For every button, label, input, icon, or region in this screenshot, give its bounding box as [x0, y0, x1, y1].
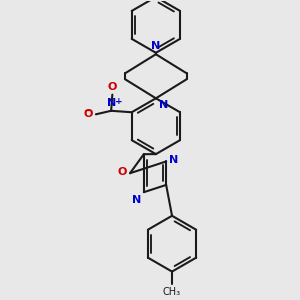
- Text: N: N: [169, 155, 178, 165]
- Text: −: −: [84, 106, 93, 116]
- Text: CH₃: CH₃: [163, 287, 181, 297]
- Text: N: N: [132, 194, 142, 205]
- Text: N: N: [107, 98, 117, 108]
- Text: +: +: [115, 97, 123, 106]
- Text: O: O: [117, 167, 127, 177]
- Text: N: N: [159, 100, 168, 110]
- Text: N: N: [151, 41, 160, 51]
- Text: O: O: [108, 82, 117, 92]
- Text: O: O: [84, 109, 93, 119]
